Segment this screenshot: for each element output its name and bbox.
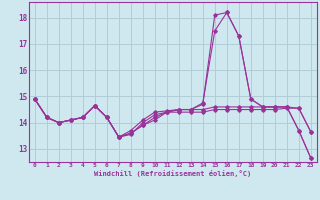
X-axis label: Windchill (Refroidissement éolien,°C): Windchill (Refroidissement éolien,°C) bbox=[94, 170, 252, 177]
